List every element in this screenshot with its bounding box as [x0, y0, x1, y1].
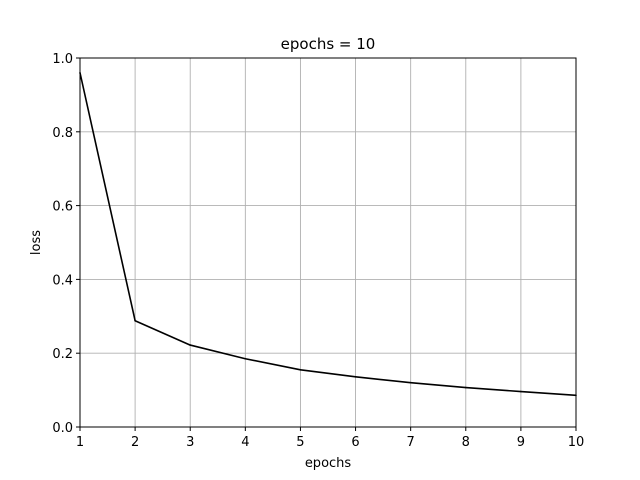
- y-tick-label: 0.4: [52, 273, 73, 288]
- x-tick-label: 7: [407, 435, 415, 450]
- loss-series-line: [79, 72, 577, 397]
- x-tick-label: 5: [296, 435, 304, 450]
- y-tick-label: 1.0: [52, 52, 73, 67]
- x-tick-label: 6: [351, 435, 359, 450]
- loss-data-point: [244, 357, 247, 360]
- x-tick-label: 8: [462, 435, 470, 450]
- x-tick-label: 10: [568, 435, 585, 450]
- loss-data-point: [354, 376, 357, 378]
- x-tick-label: 4: [241, 435, 249, 450]
- y-tick-label: 0.6: [52, 200, 73, 215]
- x-tick-label: 3: [186, 435, 194, 450]
- loss-data-point: [189, 344, 192, 346]
- x-tick-label: 9: [517, 435, 525, 450]
- y-tick-label: 0.2: [52, 347, 73, 362]
- ticks: 1 2 3 4 5 6 7 8 9 10 0.0 0.2 0.4 0.6 0.8 1.0: [52, 52, 584, 450]
- y-tick-label: 0.8: [52, 126, 73, 141]
- chart-title: epochs = 10: [281, 35, 376, 53]
- y-axis-label: loss: [29, 230, 44, 255]
- loss-data-point: [520, 390, 522, 393]
- x-axis-label: epochs: [305, 456, 352, 471]
- loss-data-point: [409, 381, 412, 384]
- x-tick-label: 2: [131, 435, 139, 450]
- y-tick-label: 0.0: [52, 421, 73, 436]
- loss-data-point: [134, 319, 136, 322]
- loss-data-point: [299, 369, 302, 371]
- loss-data-point: [464, 386, 467, 389]
- plot-frame: [79, 57, 577, 428]
- x-tick-label: 1: [76, 435, 84, 450]
